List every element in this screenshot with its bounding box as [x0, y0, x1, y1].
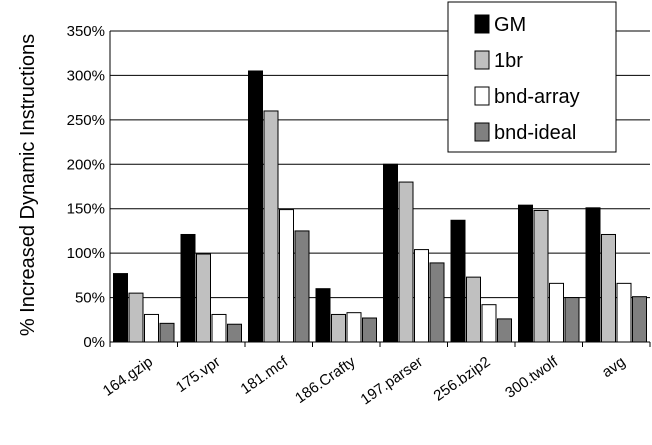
bar-gm	[113, 273, 128, 343]
bar-1br	[196, 253, 211, 343]
bar-gm	[180, 233, 196, 343]
bar-gm	[383, 163, 398, 343]
legend-label: bnd-array	[494, 86, 580, 108]
bar-1br	[263, 110, 279, 343]
bar-1br	[466, 276, 481, 343]
legend-swatch	[474, 14, 490, 34]
x-tick-label: 175.vpr	[173, 353, 224, 396]
bar-gm	[450, 219, 466, 343]
bar-1br	[533, 209, 549, 343]
axes	[109, 31, 651, 347]
y-tick-label: 350%	[67, 23, 105, 40]
legend-swatch	[474, 50, 490, 70]
bar-1br	[128, 292, 144, 343]
y-tick-label: 0%	[83, 334, 105, 351]
bar-1br	[601, 233, 616, 343]
bar-bnd-ideal	[294, 230, 310, 343]
x-tick-label: 300.twolf	[502, 353, 562, 402]
bar-gm	[248, 70, 263, 343]
bar-1br	[331, 313, 346, 343]
x-tick-label: 181.mcf	[238, 353, 292, 398]
bar-gm	[315, 288, 331, 343]
x-tick-label: 164.gzip	[100, 353, 156, 399]
x-tick-label: 256.bzip2	[430, 353, 493, 404]
y-axis-title: % Increased Dynamic Instructions	[17, 34, 39, 336]
bar-bnd-array	[414, 249, 429, 343]
bar-bnd-ideal	[362, 317, 377, 343]
x-tick-labels: 164.gzip 175.vpr 181.mcf 186.Crafty 197.pars…	[100, 353, 629, 409]
bar-bnd-ideal	[227, 323, 242, 343]
y-tick-label: 50%	[75, 290, 105, 307]
bar-bnd-array	[616, 282, 632, 343]
bar-bnd-ideal	[429, 262, 445, 343]
bar-bnd-ideal	[632, 296, 647, 343]
bar-bnd-ideal	[497, 318, 512, 343]
bar-bnd-array	[279, 209, 294, 343]
bar-bnd-ideal	[564, 297, 580, 343]
bar-bnd-ideal	[159, 322, 175, 343]
bar-bnd-array	[549, 282, 564, 343]
bar-1br	[398, 181, 414, 343]
legend-label: 1br	[494, 50, 523, 72]
legend-label: GM	[494, 14, 526, 36]
y-tick-label: 150%	[67, 201, 105, 218]
x-tick-label: 197.parser	[358, 353, 426, 408]
y-tick-label: 250%	[67, 112, 105, 129]
y-tick-label: 300%	[67, 67, 105, 84]
bar-bnd-array	[211, 313, 227, 343]
y-tick-labels: 0% 50% 100% 150% 200% 250% 300% 350%	[67, 23, 105, 351]
bar-bnd-array	[346, 312, 362, 343]
bar-bnd-array	[481, 304, 497, 343]
y-tick-label: 100%	[67, 245, 105, 262]
x-tick-label: avg	[599, 353, 629, 381]
legend-label: bnd-ideal	[494, 122, 576, 144]
bar-gm	[518, 204, 533, 343]
legend-swatch	[474, 122, 490, 142]
x-tick-label: 186.Crafty	[292, 353, 359, 407]
bar-bnd-array	[144, 313, 159, 343]
legend-swatch	[474, 86, 490, 106]
legend: GM 1br bnd-array bnd-ideal	[447, 1, 617, 153]
bar-gm	[585, 207, 601, 343]
y-tick-label: 200%	[67, 156, 105, 173]
